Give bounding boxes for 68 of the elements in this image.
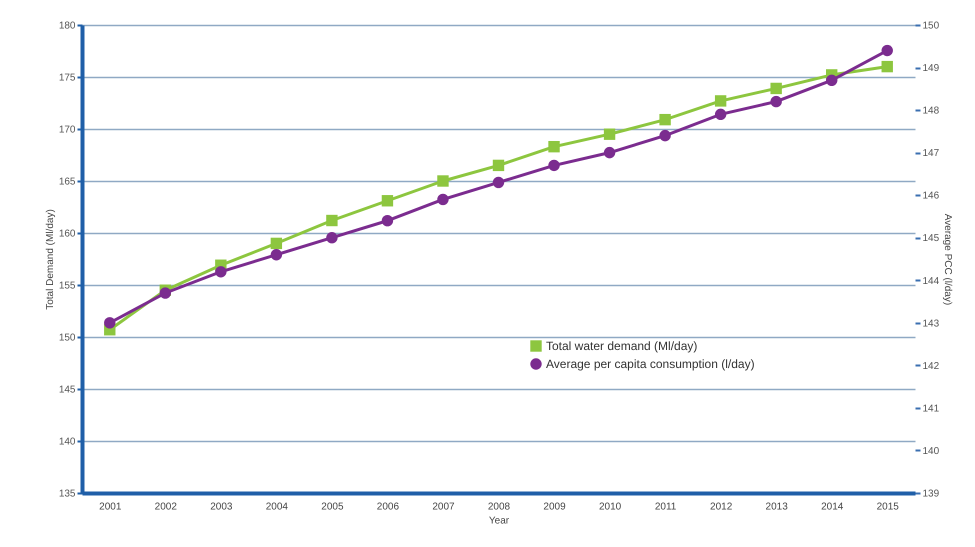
point — [326, 214, 338, 226]
point — [826, 74, 838, 86]
y-tick-label: 155 — [58, 280, 76, 292]
y-tick-label: 135 — [58, 488, 76, 500]
point — [659, 114, 671, 126]
y-tick-label: 175 — [58, 72, 76, 84]
y2-tick-label: 143 — [922, 318, 940, 330]
y2-tick-label: 142 — [922, 360, 940, 372]
y2-tick-label: 144 — [922, 276, 940, 287]
point — [104, 317, 116, 329]
point — [770, 96, 782, 108]
y2-tick-label: 140 — [922, 446, 940, 457]
y2-tick-label: 148 — [922, 106, 940, 117]
point — [270, 249, 282, 260]
point — [770, 82, 782, 94]
y-tick-label: 180 — [58, 20, 76, 32]
x-tick-label: 2005 — [321, 502, 344, 512]
y-tick-label: 160 — [58, 228, 76, 240]
y2-tick-label: 141 — [922, 403, 940, 414]
y-tick-label: 145 — [58, 384, 76, 396]
legend-label: Average per capita consumption (l/day) — [546, 357, 755, 371]
x-tick-label: 2009 — [543, 502, 566, 512]
y2-tick-label: 147 — [922, 148, 940, 160]
x-tick-label: 2006 — [376, 502, 400, 512]
x-tick-label: 2011 — [654, 502, 677, 512]
point — [604, 128, 616, 140]
y2-tick-label: 139 — [922, 488, 940, 500]
x-tick-label: 2008 — [488, 502, 511, 512]
x-tick-label: 2007 — [432, 502, 456, 512]
x-tick-label: 2004 — [266, 502, 288, 512]
point — [215, 266, 227, 278]
x-tick-label: 2015 — [876, 502, 900, 512]
point — [270, 238, 282, 250]
y2-tick-label: 145 — [922, 233, 940, 244]
x-tick-label: 2014 — [821, 502, 844, 512]
y-axis-title: Total Demand (Ml/day) — [44, 209, 56, 310]
point — [492, 176, 504, 188]
x-tick-label: 2003 — [210, 502, 233, 512]
x-axis-title: Year — [488, 516, 510, 526]
x-tick-label: 2013 — [766, 502, 788, 512]
point — [492, 160, 504, 172]
point — [326, 232, 338, 244]
y-tick-label: 140 — [58, 436, 76, 448]
point — [437, 194, 449, 206]
point — [604, 146, 616, 158]
point — [882, 44, 893, 56]
point — [437, 175, 449, 187]
y-tick-label: 165 — [58, 176, 76, 188]
point — [714, 95, 726, 107]
y2-tick-label: 146 — [922, 190, 940, 202]
x-tick-label: 2010 — [598, 502, 622, 512]
point — [882, 60, 893, 72]
x-tick-label: 2002 — [154, 502, 178, 512]
y2-axis-title: Average PCC (l/day) — [942, 214, 954, 306]
point — [548, 140, 560, 152]
point — [382, 195, 394, 206]
x-tick-label: 2012 — [710, 502, 733, 512]
y-tick-label: 170 — [58, 124, 76, 136]
x-tick-label: 2001 — [99, 502, 122, 512]
y2-tick-label: 149 — [922, 63, 940, 74]
point — [714, 108, 726, 120]
y2-tick-label: 150 — [922, 20, 940, 32]
point — [548, 160, 560, 172]
point — [659, 130, 671, 142]
point — [160, 287, 171, 299]
legend-label: Total water demand (Ml/day) — [546, 339, 698, 353]
y-tick-label: 150 — [58, 332, 76, 344]
point — [382, 215, 394, 226]
